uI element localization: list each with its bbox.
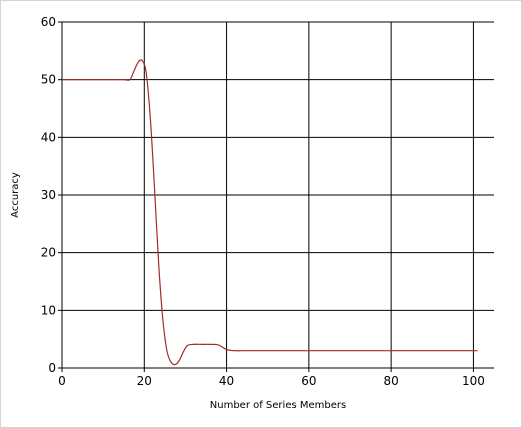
tick-labels: 0 10 20 30 40 50 60 0 20 40 60 80 100 (41, 15, 485, 388)
x-tick-label: 100 (462, 374, 485, 388)
x-tick-label: 0 (58, 374, 66, 388)
y-tick-label: 60 (41, 15, 56, 29)
y-tick-label: 50 (41, 73, 56, 87)
x-tick-label: 60 (301, 374, 316, 388)
series-layer (62, 59, 478, 366)
axis-layer (58, 21, 494, 372)
x-tick-label: 80 (384, 374, 399, 388)
y-tick-label: 0 (48, 361, 56, 375)
y-tick-label: 40 (41, 130, 56, 144)
series-line (62, 59, 478, 366)
y-tick-label: 10 (41, 303, 56, 317)
y-axis-title: Accuracy (10, 172, 21, 218)
y-tick-label: 30 (41, 188, 56, 202)
x-tick-label: 40 (219, 374, 234, 388)
x-tick-label: 20 (137, 374, 152, 388)
y-tick-label: 20 (41, 246, 56, 260)
grid-layer (61, 21, 494, 369)
x-axis-title: Number of Series Members (210, 400, 346, 411)
